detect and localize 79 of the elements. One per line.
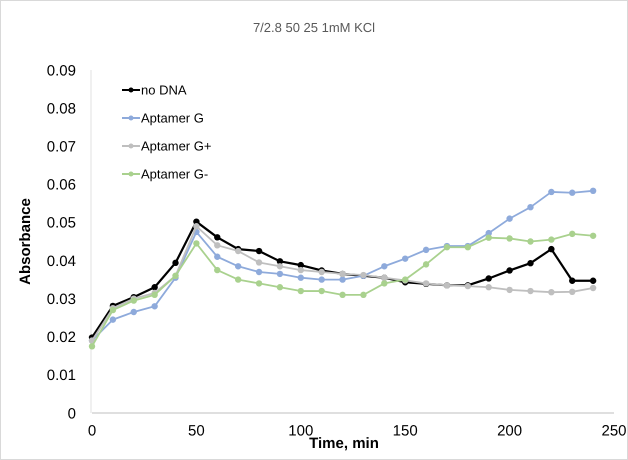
y-tick-label: 0 bbox=[68, 405, 76, 422]
point bbox=[506, 267, 513, 274]
point bbox=[527, 288, 534, 294]
y-tick-label: 0.03 bbox=[46, 290, 76, 308]
point bbox=[256, 280, 262, 287]
point bbox=[486, 284, 492, 290]
point bbox=[360, 292, 367, 298]
point bbox=[569, 278, 576, 284]
point bbox=[548, 288, 555, 296]
point bbox=[486, 275, 492, 282]
point bbox=[318, 288, 325, 294]
point bbox=[422, 261, 430, 268]
point bbox=[527, 260, 534, 266]
point bbox=[151, 284, 158, 290]
point bbox=[381, 280, 388, 287]
point bbox=[590, 232, 596, 239]
chart-title: 7/2.8 50 25 1mM KCl bbox=[252, 20, 376, 35]
point bbox=[506, 286, 513, 294]
point bbox=[339, 292, 346, 298]
x-axis-title: Time, min bbox=[309, 435, 379, 452]
legend-label: no DNA bbox=[141, 82, 187, 98]
point bbox=[422, 246, 430, 254]
point bbox=[590, 284, 596, 292]
point bbox=[151, 303, 158, 310]
y-tick-label: 0.08 bbox=[46, 100, 76, 118]
point bbox=[276, 270, 284, 278]
point bbox=[214, 242, 220, 249]
point bbox=[569, 230, 576, 238]
point bbox=[590, 188, 596, 194]
x-tick-label: 200 bbox=[497, 422, 522, 440]
point bbox=[569, 190, 576, 196]
point bbox=[110, 316, 116, 323]
point bbox=[548, 188, 555, 196]
point bbox=[214, 266, 220, 274]
point bbox=[256, 248, 262, 254]
point bbox=[590, 278, 596, 284]
point bbox=[130, 308, 137, 316]
point bbox=[234, 263, 242, 270]
y-tick-label: 0.04 bbox=[46, 252, 76, 270]
x-tick-label: 50 bbox=[188, 422, 205, 440]
legend-label: Aptamer G- bbox=[141, 166, 208, 182]
point bbox=[318, 276, 325, 283]
point bbox=[548, 246, 555, 252]
x-tick-label: 150 bbox=[392, 422, 418, 440]
y-tick-label: 0.05 bbox=[46, 214, 76, 232]
point bbox=[527, 238, 534, 245]
point bbox=[402, 255, 408, 262]
point bbox=[486, 234, 492, 241]
point bbox=[527, 204, 534, 210]
point bbox=[506, 215, 513, 222]
legend-label: Aptamer G+ bbox=[141, 138, 212, 154]
point bbox=[506, 235, 513, 242]
point bbox=[234, 276, 242, 283]
x-tick-label: 0 bbox=[88, 422, 96, 440]
point bbox=[214, 254, 220, 260]
point bbox=[381, 263, 388, 270]
y-tick-label: 0.07 bbox=[46, 138, 76, 156]
y-tick-label: 0.09 bbox=[46, 62, 76, 80]
point bbox=[88, 343, 96, 350]
y-tick-label: 0.01 bbox=[46, 367, 76, 384]
legend-label: Aptamer G bbox=[141, 110, 204, 126]
point bbox=[256, 259, 262, 266]
point bbox=[548, 236, 555, 243]
point bbox=[193, 240, 200, 247]
y-tick-label: 0.02 bbox=[46, 329, 76, 346]
point bbox=[256, 268, 262, 276]
point bbox=[298, 288, 304, 294]
point bbox=[339, 276, 346, 283]
point bbox=[298, 274, 304, 281]
point bbox=[569, 288, 576, 295]
point bbox=[298, 266, 304, 274]
point bbox=[214, 234, 220, 240]
y-axis-title: Absorbance bbox=[17, 198, 34, 285]
x-tick-label: 250 bbox=[601, 422, 627, 440]
point bbox=[193, 223, 200, 230]
point bbox=[172, 260, 179, 266]
point bbox=[276, 263, 284, 270]
point bbox=[276, 284, 284, 290]
y-tick-label: 0.06 bbox=[46, 176, 76, 194]
